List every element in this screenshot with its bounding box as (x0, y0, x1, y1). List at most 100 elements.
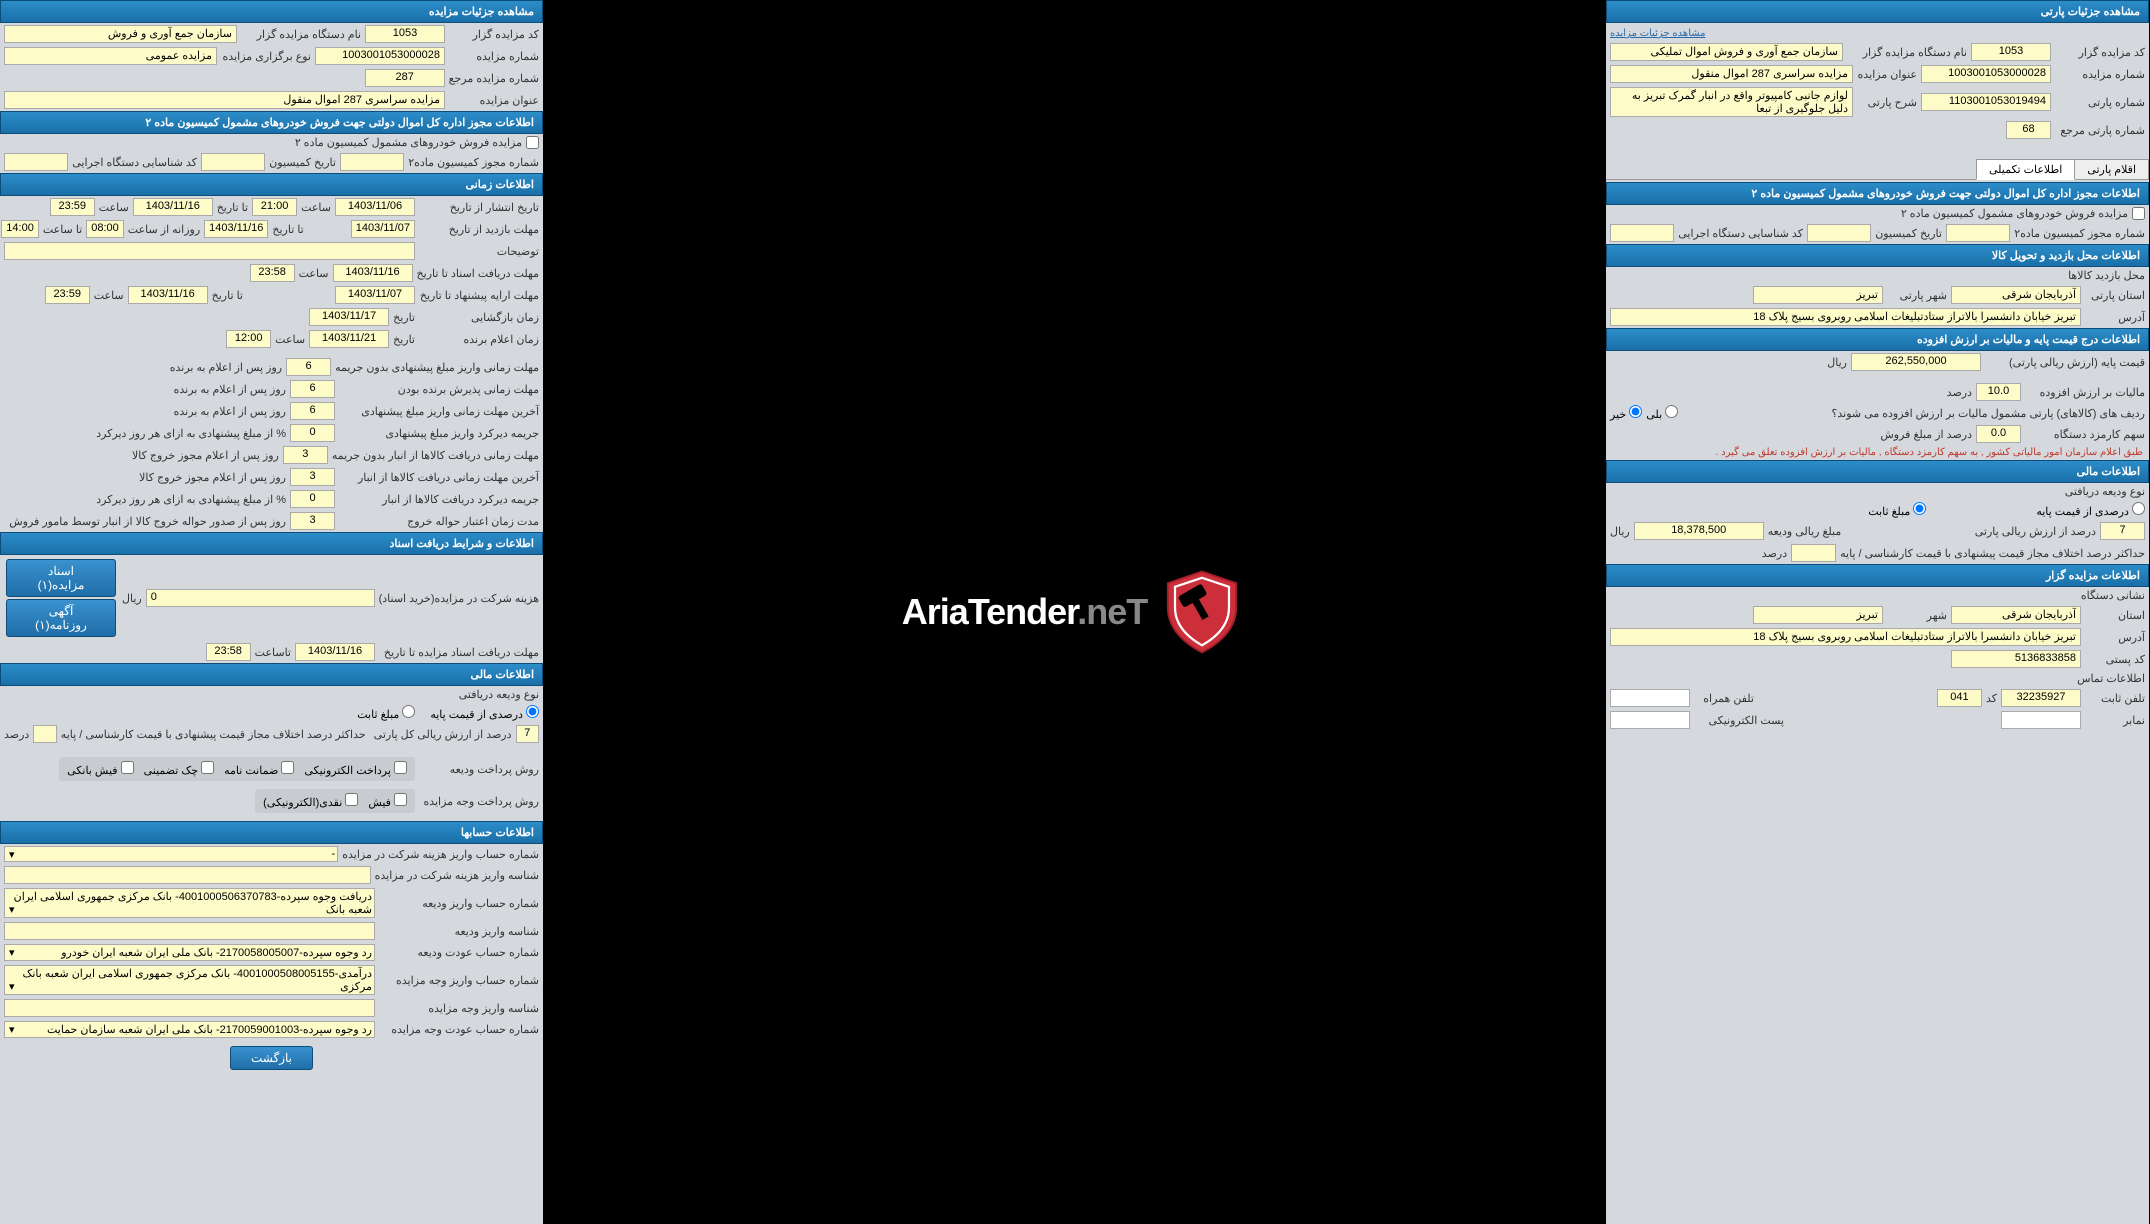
vp18: 5136833858 (1951, 650, 2081, 668)
v21: 0 (146, 589, 375, 607)
section-doc-terms: اطلاعات و شرایط دریافت اسناد (0, 532, 543, 555)
radio-no[interactable]: خیر (1610, 405, 1642, 421)
lp5c: کد شناسایی دستگاه اجرایی (1678, 227, 1803, 240)
acc5v[interactable]: رد وجوه سپرده-2170058005007- بانک ملی ای… (4, 944, 375, 961)
btn-auction-docs[interactable]: اسناد مزایده(۱) (6, 559, 116, 597)
vp9: 262,550,000 (1851, 353, 1981, 371)
l-code: کد مزایده گزار (2055, 46, 2145, 59)
v16: 0 (290, 424, 335, 442)
lp15: نشانی دستگاه (2055, 589, 2145, 602)
acc2v (4, 866, 371, 884)
chk-guarantee[interactable]: ضمانت نامه (224, 761, 294, 777)
fld-open-date: 1403/11/17 (309, 308, 389, 326)
fld-hr3: 23:58 (250, 264, 295, 282)
lbl-permit-date: تاریخ کمیسیون (269, 156, 336, 169)
acc8v[interactable]: رد وجوه سپرده-2170059001003- بانک ملی ای… (4, 1021, 375, 1038)
lp20c: تلفن همراه (1694, 692, 1754, 705)
acc4v (4, 922, 375, 940)
chk-permit-l[interactable] (2132, 207, 2145, 220)
chk-certcheck[interactable]: چک تضمینی (144, 761, 215, 777)
l23: نوع ودیعه دریافتی (419, 688, 539, 701)
section-auction-view: مشاهده جزئیات مزایده (0, 0, 543, 23)
radio-fix-l[interactable]: مبلغ ثابت (1868, 502, 1926, 518)
acc2l: شناسه واریز هزینه شرکت در مزایده (375, 869, 539, 882)
tab-additional-info[interactable]: اطلاعات تکمیلی (1976, 159, 2075, 180)
fld-hr2: 23:59 (50, 198, 95, 216)
lp14: حداکثر درصد اختلاف مجاز قیمت پیشنهادی با… (1840, 547, 2145, 560)
lbl-exec-code: کد شناسایی دستگاه اجرایی (72, 156, 197, 169)
logo-text: AriaTender.neT (902, 591, 1147, 633)
logo: AriaTender.neT (902, 567, 1247, 657)
radio-yes[interactable]: بلی (1646, 405, 1678, 421)
vp13b: 18,378,500 (1634, 522, 1764, 540)
lp21c: پست الکترونیکی (1694, 714, 1784, 727)
lp5b: تاریخ کمیسیون (1875, 227, 1942, 240)
u13: روز پس از اعلام به برنده (170, 361, 282, 374)
l26: روش پرداخت ودیعه (419, 763, 539, 776)
v-partydesc: لوازم جانبی کامپیوتر واقع در انبار گمرک … (1610, 87, 1853, 117)
chk-slip2[interactable]: فیش (368, 793, 407, 809)
vp5b (1807, 224, 1871, 242)
lp7a: استان پارتی (2085, 289, 2145, 302)
acc4l: شناسه واریز ودیعه (379, 925, 539, 938)
u24: درصد از ارزش ریالی کل پارتی (374, 728, 512, 741)
lbl-hr1: ساعت (301, 201, 331, 214)
section-time: اطلاعات زمانی (0, 173, 543, 196)
up11: درصد از مبلغ فروش (1880, 428, 1972, 441)
radio-fix[interactable]: مبلغ ثابت (357, 705, 415, 721)
u25: درصد (4, 728, 29, 741)
fld-winner-date: 1403/11/21 (309, 330, 389, 348)
v19: 0 (290, 490, 335, 508)
lbl-offer-to: تا تاریخ (212, 289, 243, 302)
lbl-chk-permit-l: مزایده فروش خودروهای مشمول کمیسیون ماده … (1901, 207, 2128, 220)
v22a: 1403/11/16 (295, 643, 375, 661)
fld-auction-ref: 287 (365, 69, 445, 87)
radio-pct[interactable]: درصدی از قیمت پایه (430, 705, 539, 721)
acc3l: شماره حساب واریز ودیعه (379, 897, 539, 910)
btn-back[interactable]: بازگشت (230, 1046, 313, 1070)
l-partyref: شماره پارتی مرجع (2055, 124, 2145, 137)
u15: روز پس از اعلام به برنده (174, 405, 286, 418)
lbl-daily-from: روزانه از ساعت (128, 223, 200, 236)
lbl-permit-no: شماره مجوز کمیسیون ماده۲ (408, 156, 539, 169)
v20: 3 (290, 512, 335, 530)
acc3v[interactable]: دریافت وجوه سپرده-4001000506370783- بانک… (4, 888, 375, 918)
lbl-hr4: ساعت (94, 289, 124, 302)
l13: مهلت زمانی واریز مبلغ پیشنهادی بدون جریم… (335, 361, 539, 374)
lp21a: نمابر (2085, 714, 2145, 727)
acc1v[interactable]: - (4, 846, 338, 862)
l21: هزینه شرکت در مزایده(خرید اسناد) (379, 592, 539, 605)
lbl-open-date-l: تاریخ (393, 311, 415, 324)
tab-party-items[interactable]: اقلام پارتی (2074, 159, 2149, 179)
l27: روش پرداخت وجه مزایده (419, 795, 539, 808)
fld-auction-title: مزایده سراسری 287 اموال منقول (4, 91, 445, 109)
vp5a (1946, 224, 2010, 242)
lp8: آدرس (2085, 311, 2145, 324)
fld-permit-date (201, 153, 265, 171)
lbl-auctioneer-code: کد مزایده گزار (449, 28, 539, 41)
l22: مهلت دریافت اسناد مزایده تا تاریخ (379, 646, 539, 659)
chk-bankslip[interactable]: فیش بانکی (67, 761, 133, 777)
v22b: 23:58 (206, 643, 251, 661)
vp7b: تبریز (1753, 286, 1883, 304)
section-permit-l: اطلاعات مجوز اداره کل اموال دولتی جهت فر… (1606, 182, 2149, 205)
acc7v (4, 999, 375, 1017)
fld-auction-type: مزایده عمومی (4, 47, 217, 65)
acc5l: شماره حساب عودت ودیعه (379, 946, 539, 959)
chk-permit[interactable] (526, 136, 539, 149)
chk-ecash[interactable]: نقدی(الکترونیکی) (263, 793, 358, 809)
l16: جریمه دیرکرد واریز مبلغ پیشنهادی (339, 427, 539, 440)
chk-epay[interactable]: پرداخت الکترونیکی (304, 761, 407, 777)
radio-pct-l[interactable]: درصدی از قیمت پایه (2036, 502, 2145, 518)
up13b: ریال (1610, 525, 1630, 538)
link-auction-detail[interactable]: مشاهده جزئیات مزایده (1606, 27, 1710, 40)
section-visit-l: اطلاعات محل بازدید و تحویل کالا (1606, 244, 2149, 267)
acc6v[interactable]: درآمدی-4001000508005155- بانک مرکزی جمهو… (4, 965, 375, 995)
lbl-chk-permit: مزایده فروش خودروهای مشمول کمیسیون ماده … (295, 136, 522, 149)
btn-newspaper-ad[interactable]: آگهی روزنامه(۱) (6, 599, 116, 637)
lbl-auction-no: شماره مزایده (449, 50, 539, 63)
lp20a: تلفن ثابت (2085, 692, 2145, 705)
l-auno: شماره مزایده (2055, 68, 2145, 81)
lbl-to2: تا تاریخ (272, 223, 303, 236)
l14: مهلت زمانی پذیرش برنده بودن (339, 383, 539, 396)
